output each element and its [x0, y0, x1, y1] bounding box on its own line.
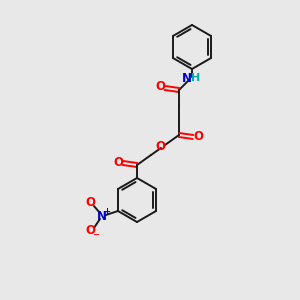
Text: N: N	[97, 209, 107, 223]
Text: +: +	[103, 206, 110, 215]
Text: O: O	[85, 196, 95, 209]
Text: O: O	[85, 224, 95, 238]
Text: O: O	[113, 155, 123, 169]
Text: H: H	[191, 73, 201, 83]
Text: O: O	[193, 130, 203, 143]
Text: O: O	[155, 80, 165, 94]
Text: −: −	[92, 230, 99, 239]
Text: N: N	[182, 71, 192, 85]
Text: O: O	[155, 140, 165, 152]
